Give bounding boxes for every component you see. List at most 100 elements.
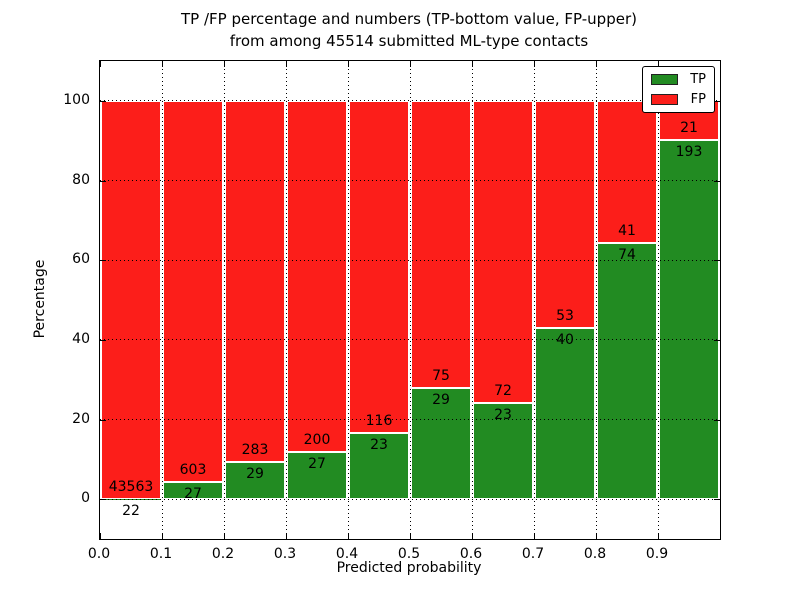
x-tick-label: 0.9 — [645, 546, 669, 562]
x-tick-label: 0.1 — [149, 546, 173, 562]
bar-segment-fp — [163, 100, 223, 483]
y-tick-mark — [100, 180, 106, 182]
x-tick-mark — [348, 533, 349, 539]
bar-label-fp-count: 75 — [432, 368, 450, 385]
x-tick-mark — [286, 61, 287, 67]
legend-entry: TP — [651, 72, 706, 87]
legend: TP FP — [642, 66, 715, 113]
y-tick-mark — [714, 499, 720, 501]
gridline-horizontal — [100, 498, 720, 500]
x-tick-label: 0.3 — [273, 546, 297, 562]
bar-segment-fp — [287, 100, 347, 452]
plot-area: TP FP 43563 22 603 27 283 29 200 27 116 23 75 29 72 23… — [99, 60, 721, 540]
bar-segment-tp — [225, 462, 285, 500]
bar-label-tp-count: 22 — [122, 502, 140, 519]
x-tick-mark — [534, 533, 535, 539]
legend-entry: FP — [651, 92, 706, 107]
gridline-vertical — [657, 61, 659, 539]
bar-label-tp-count: 193 — [675, 143, 703, 160]
x-tick-label: 0.8 — [583, 546, 607, 562]
x-tick-mark — [472, 533, 473, 539]
bar-label-fp-count: 41 — [618, 222, 636, 239]
y-tick-mark — [100, 499, 106, 501]
y-tick-label: 40 — [72, 330, 90, 347]
gridline-horizontal — [100, 100, 720, 102]
bar-segment-fp — [225, 100, 285, 463]
gridline-vertical — [595, 61, 597, 539]
y-tick-mark — [100, 339, 106, 341]
x-tick-label: 0.0 — [87, 546, 111, 562]
bar-segment-fp — [349, 100, 409, 434]
y-tick-mark — [714, 419, 720, 421]
bar-label-tp-count: 40 — [556, 331, 574, 348]
bar-segment-fp — [101, 100, 161, 499]
x-tick-mark — [658, 61, 659, 67]
y-tick-label: 100 — [63, 91, 90, 108]
x-tick-mark — [348, 61, 349, 67]
x-tick-mark — [596, 61, 597, 67]
bar-label-tp-count: 29 — [246, 466, 264, 483]
x-tick-label: 0.5 — [397, 546, 421, 562]
x-tick-label: 0.4 — [335, 546, 359, 562]
bar-segment-tp — [411, 388, 471, 500]
gridline-horizontal — [100, 259, 720, 261]
y-tick-mark — [100, 100, 106, 102]
x-tick-mark — [162, 61, 163, 67]
bar-segment-tp — [287, 451, 347, 500]
x-tick-mark — [224, 533, 225, 539]
bar-label-tp-count: 27 — [184, 486, 202, 503]
tp-swatch-icon — [651, 74, 679, 85]
gridline-horizontal — [100, 419, 720, 420]
bar-label-fp-count: 21 — [680, 119, 698, 136]
bar-segment-fp — [535, 100, 595, 328]
gridline-horizontal — [100, 180, 720, 181]
gridline-vertical — [533, 61, 535, 539]
y-tick-label: 0 — [81, 490, 90, 507]
x-tick-mark — [410, 533, 411, 539]
y-tick-mark — [100, 260, 106, 262]
y-tick-mark — [100, 419, 106, 421]
bar-label-fp-count: 43563 — [108, 478, 154, 495]
bar-label-fp-count: 116 — [365, 413, 393, 430]
x-tick-mark — [410, 61, 411, 67]
y-tick-mark — [714, 339, 720, 341]
gridline-horizontal — [100, 339, 720, 341]
x-tick-label: 0.7 — [521, 546, 545, 562]
gridline-vertical — [471, 61, 473, 539]
gridline-vertical — [347, 61, 349, 539]
x-tick-label: 0.6 — [459, 546, 483, 562]
bar-segment-fp — [473, 100, 533, 403]
bar-label-tp-count: 23 — [370, 437, 388, 454]
x-tick-mark — [596, 533, 597, 539]
bar-label-fp-count: 72 — [494, 382, 512, 399]
bar-label-tp-count: 29 — [432, 392, 450, 409]
bar-label-tp-count: 27 — [308, 455, 326, 472]
x-tick-mark — [472, 61, 473, 67]
y-tick-label: 80 — [72, 171, 90, 188]
bar-segment-tp — [163, 482, 223, 500]
bar-segment-tp — [659, 139, 719, 500]
y-tick-mark — [714, 180, 720, 182]
bar-segment-fp — [411, 100, 471, 389]
gridline-vertical — [409, 61, 411, 539]
bar-segment-tp — [473, 402, 533, 500]
gridline-vertical — [285, 61, 287, 539]
chart-title-line1: TP /FP percentage and numbers (TP-bottom… — [181, 10, 637, 28]
y-tick-mark — [714, 100, 720, 102]
bar-label-tp-count: 23 — [494, 406, 512, 423]
bar-segment-tp — [535, 327, 595, 500]
y-axis-label: Percentage — [32, 259, 48, 339]
legend-entry-label: TP — [690, 72, 706, 87]
chart-title: TP /FP percentage and numbers (TP-bottom… — [99, 8, 719, 52]
x-tick-mark — [224, 61, 225, 67]
legend-entry-label: FP — [690, 92, 706, 107]
fp-swatch-icon — [651, 94, 679, 105]
x-tick-mark — [100, 533, 101, 539]
bar-segment-tp — [597, 242, 657, 500]
x-axis-label: Predicted probability — [336, 560, 482, 576]
bar-label-fp-count: 283 — [241, 442, 269, 459]
y-tick-label: 20 — [72, 410, 90, 427]
gridline-vertical — [223, 61, 225, 539]
bar-label-fp-count: 603 — [179, 462, 207, 479]
